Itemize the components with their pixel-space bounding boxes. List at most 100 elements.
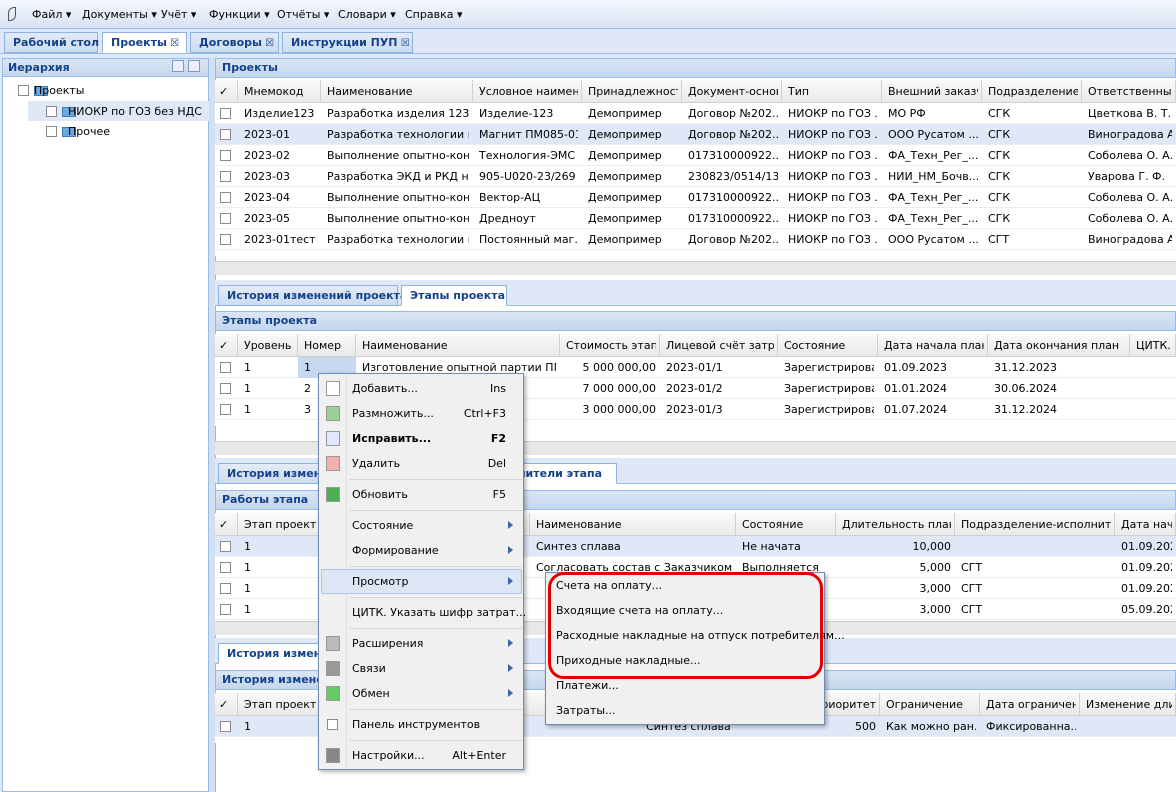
checkbox[interactable] <box>220 192 231 203</box>
column-header[interactable] <box>530 513 736 536</box>
checkbox[interactable] <box>220 604 231 615</box>
column-header[interactable] <box>660 334 778 357</box>
tab-strip <box>0 30 1176 54</box>
column-header[interactable] <box>980 693 1080 716</box>
checkbox[interactable] <box>220 150 231 161</box>
checkbox[interactable] <box>46 106 57 117</box>
submenu-item[interactable]: Платежи... <box>556 679 619 692</box>
checkbox[interactable] <box>220 562 231 573</box>
menu-item[interactable]: Учёт ▾ <box>161 8 197 21</box>
tree-node[interactable]: Проекты <box>34 84 85 97</box>
tab[interactable]: Инструкции ПУП ☒ <box>282 32 413 53</box>
grid-row[interactable] <box>215 166 1176 187</box>
checkbox[interactable] <box>220 583 231 594</box>
menu-item[interactable]: Размножить... <box>352 407 434 420</box>
menu-item[interactable]: Словари ▾ <box>338 8 396 21</box>
checkbox[interactable] <box>220 404 231 415</box>
checkbox[interactable] <box>220 213 231 224</box>
column-header[interactable] <box>982 80 1082 103</box>
tab[interactable]: Этапы проекта <box>401 285 507 306</box>
checkbox[interactable] <box>18 85 29 96</box>
column-header[interactable] <box>356 334 560 357</box>
scrollbar[interactable] <box>215 261 1176 275</box>
column-header[interactable] <box>238 334 298 357</box>
tab[interactable]: Договоры ☒ <box>190 32 279 53</box>
menu-item[interactable]: Обмен <box>352 687 390 700</box>
grid-row[interactable] <box>215 103 1176 124</box>
submenu-item[interactable]: Приходные накладные... <box>556 654 701 667</box>
menu-item[interactable]: Исправить... <box>352 432 432 445</box>
grid-row[interactable] <box>215 399 1176 420</box>
menu-item[interactable]: Настройки... <box>352 749 425 762</box>
menu-item[interactable]: Панель инструментов <box>352 718 481 731</box>
column-header[interactable] <box>473 80 582 103</box>
tab-close[interactable]: ☒ <box>397 38 410 49</box>
column-header[interactable] <box>215 80 238 103</box>
column-header[interactable] <box>215 513 238 536</box>
column-header[interactable] <box>215 334 238 357</box>
tree-node[interactable]: НИОКР по ГОЗ без НДС <box>68 105 202 118</box>
tree-node[interactable]: Прочее <box>68 125 111 138</box>
grid-row[interactable] <box>215 187 1176 208</box>
grid-cell: Демопример <box>588 107 662 120</box>
checkbox[interactable] <box>46 126 57 137</box>
grid-row[interactable] <box>215 124 1176 145</box>
column-header[interactable] <box>836 513 955 536</box>
grid-cell: СГТ <box>988 233 1010 246</box>
checkbox[interactable] <box>220 129 231 140</box>
column-header[interactable] <box>736 513 836 536</box>
checkbox[interactable] <box>327 719 338 730</box>
column-header[interactable] <box>878 334 988 357</box>
menu-item[interactable]: Состояние <box>352 519 414 532</box>
menu-item[interactable]: ЦИТК. Указать шифр затрат... <box>352 606 527 619</box>
column-header[interactable] <box>298 334 356 357</box>
menu-item[interactable]: Документы ▾ <box>82 8 157 21</box>
submenu-item[interactable]: Затраты... <box>556 704 616 717</box>
menu-item[interactable]: Удалить <box>352 457 401 470</box>
column-header[interactable] <box>582 80 682 103</box>
menu-item[interactable]: Справка ▾ <box>405 8 463 21</box>
checkbox[interactable] <box>220 108 231 119</box>
grid-row[interactable] <box>215 208 1176 229</box>
checkbox[interactable] <box>220 362 231 373</box>
column-header[interactable] <box>882 80 982 103</box>
column-header[interactable] <box>682 80 782 103</box>
menu-item[interactable]: Отчёты ▾ <box>277 8 330 21</box>
submenu-item[interactable]: Счета на оплату... <box>556 579 663 592</box>
menu-item[interactable]: Файл ▾ <box>32 8 72 21</box>
menu-item[interactable]: Просмотр <box>352 575 409 588</box>
column-header[interactable] <box>955 513 1115 536</box>
checkbox[interactable] <box>220 541 231 552</box>
tab-close[interactable]: ☒ <box>262 38 275 49</box>
column-header[interactable] <box>988 334 1130 357</box>
checkbox[interactable] <box>220 171 231 182</box>
column-header[interactable] <box>321 80 473 103</box>
checkbox[interactable] <box>220 234 231 245</box>
grid-cell: 01.01.2024 <box>884 382 947 395</box>
grid-row[interactable] <box>215 357 1176 378</box>
checkbox[interactable] <box>220 721 231 732</box>
menu-item[interactable]: Функции ▾ <box>209 8 270 21</box>
column-header[interactable] <box>782 80 882 103</box>
grid-row[interactable] <box>215 145 1176 166</box>
menu-item[interactable]: Добавить... <box>352 382 418 395</box>
menu-item[interactable]: Обновить <box>352 488 408 501</box>
tab[interactable]: История изменений проекта <box>218 285 407 306</box>
menu-item[interactable]: Связи <box>352 662 386 675</box>
column-header[interactable] <box>238 80 321 103</box>
submenu-item[interactable]: Входящие счета на оплату... <box>556 604 724 617</box>
tab-close[interactable]: ☒ <box>166 38 180 49</box>
submenu-item[interactable]: Расходные накладные на отпуск потребител… <box>556 629 845 642</box>
grid-row[interactable] <box>215 378 1176 399</box>
column-header[interactable] <box>778 334 878 357</box>
tab[interactable]: Рабочий стол <box>4 32 99 53</box>
splitter <box>209 58 215 792</box>
grid-row[interactable] <box>215 229 1176 250</box>
menu-item[interactable]: Расширения <box>352 637 424 650</box>
column-header[interactable] <box>560 334 660 357</box>
column-header[interactable] <box>880 693 980 716</box>
checkbox[interactable] <box>220 383 231 394</box>
tab[interactable]: Проекты ☒ <box>102 32 187 53</box>
column-header[interactable] <box>215 693 238 716</box>
menu-item[interactable]: Формирование <box>352 544 439 557</box>
